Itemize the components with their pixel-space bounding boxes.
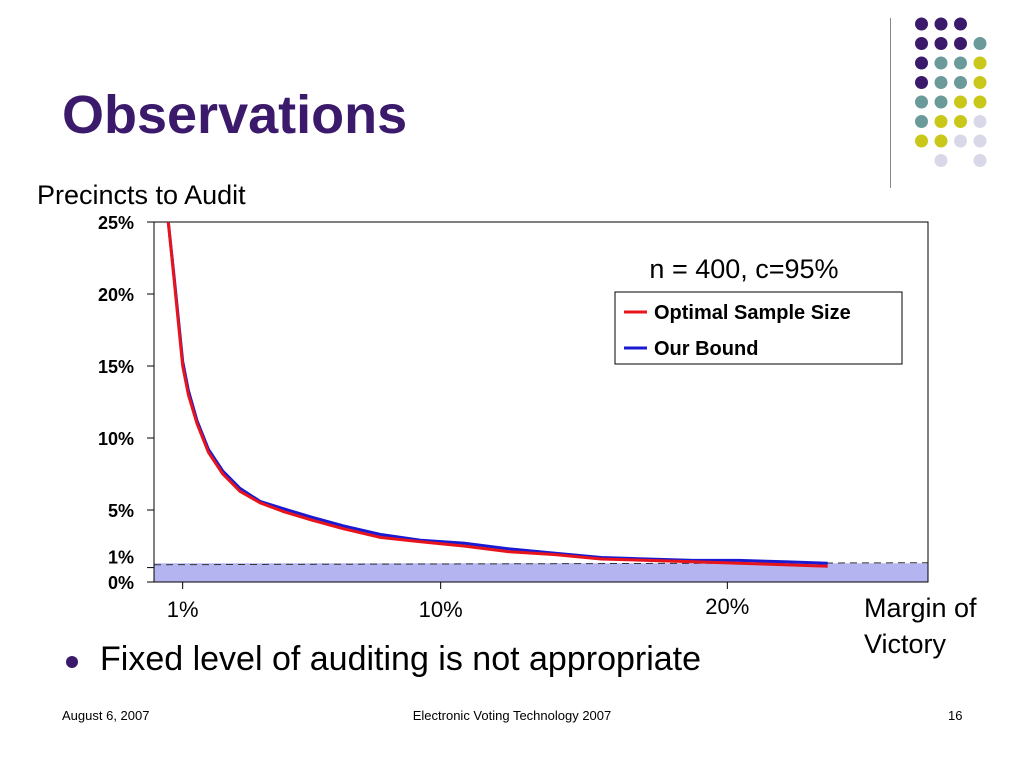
x-axis-title: Margin of Victory <box>864 593 977 659</box>
footer-page-number: 16 <box>948 708 963 723</box>
y-tick-label: 1% <box>108 548 134 568</box>
x-tick-label: 10% <box>419 597 463 622</box>
bullet-text: Fixed level of auditing is not appropria… <box>100 640 702 678</box>
plot-frame <box>153 221 929 583</box>
chart-annotation: n = 400, c=95% <box>649 254 838 284</box>
decor-dot <box>973 115 987 128</box>
decor-dot <box>934 17 948 31</box>
baseline-band <box>154 563 928 582</box>
decor-dot <box>954 37 967 50</box>
decor-dot <box>934 134 948 148</box>
decor-dot <box>915 56 928 70</box>
decor-dot <box>915 134 928 148</box>
decor-dot <box>954 17 967 31</box>
y-tick-label: 10% <box>98 429 134 449</box>
title-divider-line <box>890 18 891 188</box>
baseline-dashed-line <box>153 562 929 566</box>
decor-dot <box>973 56 987 70</box>
decor-dot <box>934 37 948 50</box>
decor-dot <box>973 37 987 50</box>
decor-dot <box>934 154 948 167</box>
legend-label: Our Bound <box>654 338 758 360</box>
decor-dot <box>915 37 928 50</box>
decor-dot <box>954 134 967 148</box>
bullet-dot-icon <box>66 655 78 668</box>
y-tick-label: 25% <box>98 213 134 233</box>
decor-dot <box>954 76 967 89</box>
margin-chart: 0% 1% 5% 10% 15% 20% 25% 1% 10% 20% n = 400, c=95%… <box>98 213 929 622</box>
decorative-dot-grid <box>915 17 987 167</box>
decor-dot <box>973 154 987 167</box>
decor-dot <box>934 76 948 89</box>
decor-dot <box>915 115 928 128</box>
y-tick-label: 5% <box>108 501 134 521</box>
decor-dot <box>934 95 948 109</box>
x-tick-label: 20% <box>705 594 749 619</box>
y-axis-title: Precincts to Audit <box>37 180 246 210</box>
x-tick-label: 1% <box>167 597 199 622</box>
decor-dot <box>934 115 948 128</box>
footer-date: August 6, 2007 <box>62 708 150 723</box>
decor-dot <box>915 17 928 31</box>
decor-dot <box>954 56 967 70</box>
decor-dot <box>954 95 967 109</box>
legend-label: Optimal Sample Size <box>654 302 851 324</box>
series-line-optimal-sample-size <box>166 222 828 568</box>
y-tick-label: 0% <box>108 573 134 593</box>
y-tick-label: 15% <box>98 357 134 377</box>
bullet-item: Fixed level of auditing is not appropria… <box>66 640 701 679</box>
decor-dot <box>973 95 987 109</box>
decor-dot <box>915 76 928 89</box>
footer-conference: Electronic Voting Technology 2007 <box>412 708 612 723</box>
slide-title: Observations <box>62 85 408 145</box>
decor-dot <box>954 115 967 128</box>
decor-dot <box>973 134 987 148</box>
decor-dot <box>973 76 987 89</box>
decor-dot <box>934 56 948 70</box>
y-tick-label: 20% <box>98 285 134 305</box>
legend-box <box>614 291 903 365</box>
decor-dot <box>915 95 928 109</box>
